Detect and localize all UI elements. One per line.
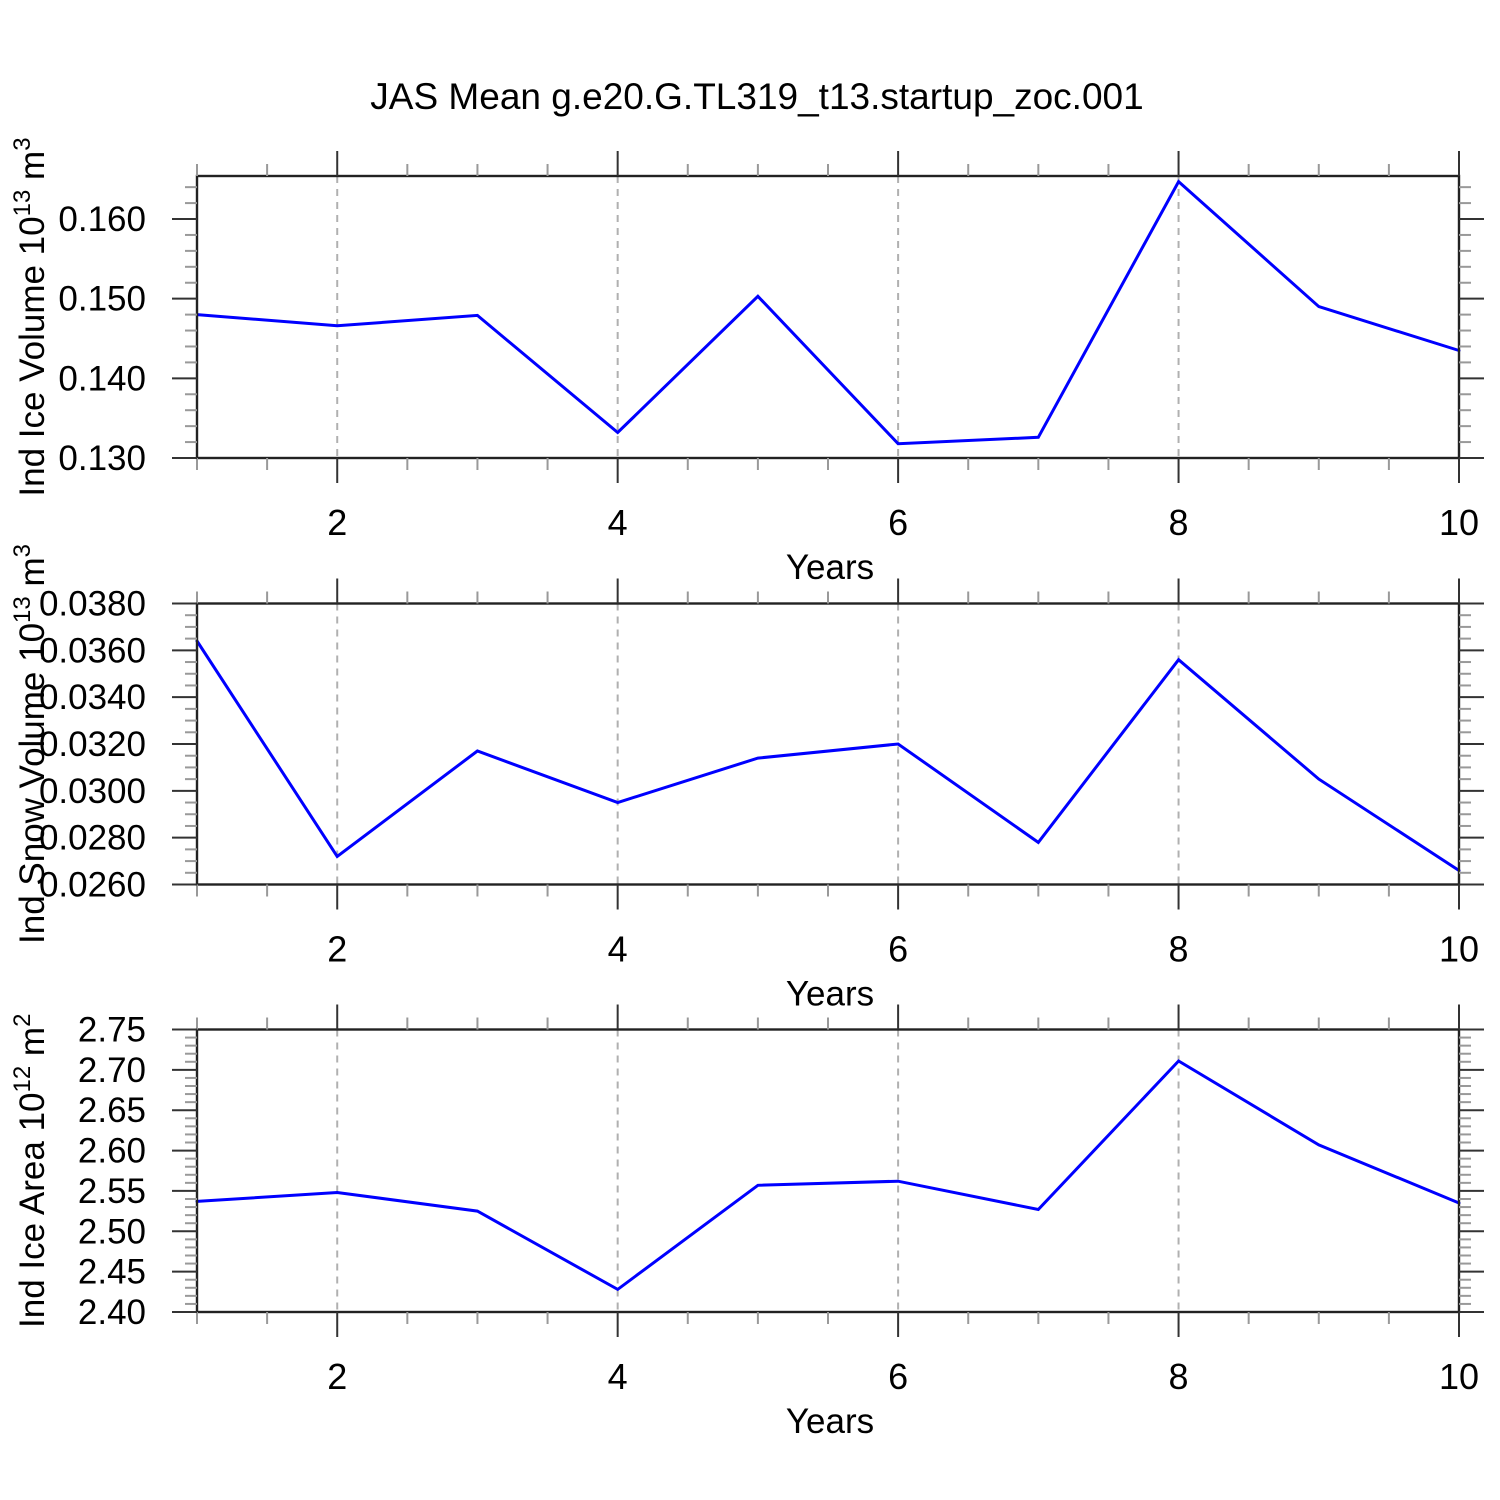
x-tick-label: 10 — [1439, 502, 1479, 543]
x-tick-label: 2 — [327, 929, 347, 970]
panel-1: 0.130 0.140 0.150 0.160 2 4 6 8 10 Years Ind Ice V… — [9, 137, 1484, 587]
x-tick-label: 6 — [888, 502, 908, 543]
y-tick-label: 0.130 — [58, 439, 146, 478]
x-tick-label: 8 — [1169, 929, 1189, 970]
y-tick-label: 2.55 — [78, 1172, 146, 1211]
y-tick-label: 0.0380 — [39, 585, 146, 624]
y-tick-label: 0.150 — [58, 280, 146, 319]
x-tick-label: 8 — [1169, 502, 1189, 543]
x-tick-label: 4 — [608, 1356, 628, 1397]
y-axis-title: Ind Snow Volume 1013 m3 — [9, 544, 52, 944]
y-tick-label: 2.60 — [78, 1132, 146, 1171]
y-tick-label: 2.40 — [78, 1293, 146, 1332]
plot-box — [195, 602, 1461, 886]
y-tick-label: 0.160 — [58, 200, 146, 239]
y-tick-label: 0.0300 — [39, 772, 146, 811]
x-tick-label: 6 — [888, 929, 908, 970]
y-tick-label: 2.45 — [78, 1253, 146, 1292]
y-tick-label: 2.75 — [78, 1011, 146, 1050]
y-tick-label: 0.0320 — [39, 725, 146, 764]
panel-3: 2.402.452.502.552.602.652.702.75 2 4 6 8 10 Ye… — [9, 1004, 1484, 1441]
y-tick-label: 2.50 — [78, 1212, 146, 1251]
x-tick-label: 10 — [1439, 929, 1479, 970]
x-axis-title: Years — [786, 975, 874, 1014]
y-axis-title: Ind Ice Volume 1013 m3 — [9, 137, 52, 496]
x-tick-label: 2 — [327, 1356, 347, 1397]
x-tick-label: 4 — [608, 502, 628, 543]
y-axis-title: Ind Ice Area 1012 m2 — [9, 1014, 52, 1328]
y-tick-label: 2.65 — [78, 1091, 146, 1130]
y-tick-label: 2.70 — [78, 1051, 146, 1090]
y-tick-label: 0.140 — [58, 359, 146, 398]
x-tick-label: 4 — [608, 929, 628, 970]
y-tick-label: 0.0260 — [39, 866, 146, 905]
plot-box — [195, 174, 1461, 460]
y-tick-label: 0.0280 — [39, 819, 146, 858]
data-line — [195, 179, 1461, 446]
data-line — [195, 639, 1461, 872]
chart-title: JAS Mean g.e20.G.TL319_t13.startup_zoc.0… — [370, 76, 1144, 117]
y-tick-label: 0.0360 — [39, 631, 146, 670]
x-tick-label: 6 — [888, 1356, 908, 1397]
x-axis-title: Years — [786, 1402, 874, 1441]
x-tick-label: 2 — [327, 502, 347, 543]
panel-2: 0.0260 0.0280 0.0300 0.0320 0.0340 0.0360 0.03… — [9, 544, 1484, 1014]
plot-box — [195, 1028, 1461, 1314]
y-tick-label: 0.0340 — [39, 678, 146, 717]
x-tick-label: 8 — [1169, 1356, 1189, 1397]
data-line — [195, 1059, 1461, 1292]
x-tick-label: 10 — [1439, 1356, 1479, 1397]
x-axis-title: Years — [786, 548, 874, 587]
